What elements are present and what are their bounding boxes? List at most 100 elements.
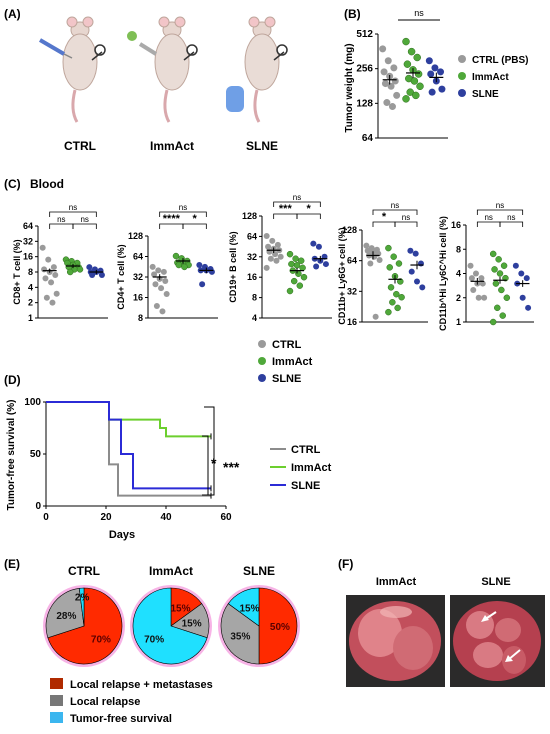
data-point [310, 240, 317, 247]
sig-label: ns [69, 203, 77, 212]
panel-f-letter: (F) [338, 557, 353, 571]
legend-e-gray-swatch [50, 695, 63, 706]
data-point [272, 251, 279, 258]
data-point [406, 88, 414, 96]
sig-label: * [307, 203, 312, 215]
data-point [468, 275, 475, 282]
sig-label: ns [507, 213, 515, 222]
pie-title-immact: ImmAct [149, 564, 193, 578]
data-point [413, 53, 421, 62]
pie-slice [78, 587, 85, 627]
y-tick-label: 64 [362, 133, 374, 144]
data-point [412, 250, 419, 257]
panel-d-ylabel: Tumor-free survival (%) [6, 400, 17, 511]
x-tick-label: 40 [160, 512, 172, 523]
y-axis-label: CD11b+ Ly6G+ cell (%) [337, 227, 347, 324]
data-point [364, 247, 371, 254]
y-axis-label: CD19+ B cell (%) [228, 231, 238, 302]
y-tick-label: 4 [456, 269, 461, 279]
data-point [286, 287, 294, 295]
y-tick-label: 4 [28, 282, 33, 292]
y-tick-label: 1 [28, 313, 33, 323]
data-point [292, 255, 299, 262]
pie-label: 15% [182, 619, 202, 630]
data-point [277, 253, 284, 260]
data-point [414, 278, 420, 285]
sig-label: **** [163, 213, 181, 225]
data-point [290, 277, 298, 285]
panel-f-label-slne: SLNE [481, 576, 510, 588]
data-point [48, 279, 55, 286]
legend-ctrl-pbs: CTRL (PBS) [472, 55, 528, 66]
y-tick-label: 128 [356, 98, 373, 109]
data-point [45, 256, 52, 263]
data-point [98, 271, 105, 278]
group-label-ctrl: CTRL [64, 139, 96, 153]
data-point [431, 64, 439, 72]
arrowhead-icon [481, 615, 489, 622]
legend-immact-marker [458, 72, 466, 80]
data-point [313, 263, 320, 270]
data-point [489, 318, 497, 326]
data-point [387, 82, 395, 90]
y-tick-label: 50 [30, 449, 42, 460]
data-point [394, 304, 401, 312]
y-tick-label: 32 [23, 236, 33, 246]
data-point [398, 293, 405, 301]
pie-label: 70% [144, 634, 164, 645]
y-tick-label: 16 [247, 272, 257, 282]
sig-label: * [382, 211, 387, 223]
data-point [297, 257, 305, 264]
data-point [403, 60, 412, 68]
data-point [489, 250, 497, 258]
data-point [499, 312, 506, 319]
data-point [199, 281, 206, 288]
data-point [299, 264, 306, 272]
data-point [408, 268, 415, 275]
data-point [393, 290, 400, 298]
gloved-hand-icon [226, 86, 244, 112]
legend-d-slne: SLNE [291, 480, 320, 492]
y-tick-label: 16 [133, 293, 143, 303]
sig-bracket [49, 223, 74, 229]
data-point [402, 95, 410, 103]
data-point [269, 237, 276, 244]
sig-bracket [476, 209, 524, 215]
y-axis-label: CD11b^Hi Ly6C^Hi cell (%) [438, 216, 448, 331]
legend-e-red: Local relapse + metastases [70, 679, 213, 691]
arrowhead-icon [505, 655, 513, 662]
data-point [296, 282, 304, 289]
data-point [428, 88, 436, 96]
pie-slice [220, 603, 260, 665]
data-point [39, 244, 46, 251]
panel-f-label-immact: ImmAct [376, 576, 417, 588]
data-point [427, 70, 435, 78]
legend-c-ctrl: CTRL [272, 339, 302, 351]
mouse-slne-illustration [226, 16, 288, 123]
data-point [196, 262, 203, 269]
y-tick-label: 100 [24, 397, 41, 408]
data-point [481, 294, 488, 301]
pie-label: 70% [91, 634, 111, 645]
data-point [172, 252, 180, 260]
y-tick-label: 32 [347, 286, 357, 296]
data-point [371, 253, 378, 260]
data-point [492, 280, 500, 287]
data-point [160, 268, 167, 275]
x-tick-label: 60 [220, 512, 232, 523]
panel-b-sig: ns [414, 8, 424, 18]
y-tick-label: 8 [28, 267, 33, 277]
sig-bracket [182, 223, 207, 229]
data-point [381, 80, 389, 88]
sig-label: ns [57, 215, 65, 224]
legend-c-immact-marker [258, 357, 266, 365]
pie-slice [45, 587, 85, 639]
group-label-slne: SLNE [246, 139, 278, 153]
sig-label: ns [293, 193, 301, 202]
pie-slice [227, 587, 260, 627]
sig-bracket [499, 221, 524, 227]
